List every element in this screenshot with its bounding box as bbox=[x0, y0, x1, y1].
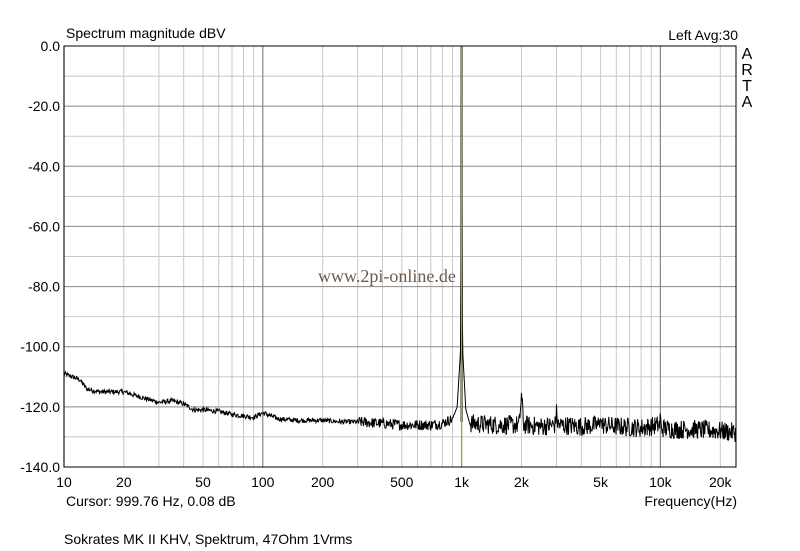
x-tick-labels: 10 20 50 100 200 500 1k 2k 5k 10k 20k bbox=[56, 474, 732, 490]
x-tick-label: 2k bbox=[514, 474, 530, 490]
x-tick-label: 200 bbox=[311, 474, 335, 490]
y-tick-label: -80.0 bbox=[28, 279, 60, 295]
grid-minor bbox=[64, 46, 736, 467]
x-tick-label: 10 bbox=[56, 474, 72, 490]
x-tick-label: 100 bbox=[251, 474, 275, 490]
x-tick-label: 20 bbox=[116, 474, 132, 490]
cursor-readout: Cursor: 999.76 Hz, 0.08 dB bbox=[66, 493, 236, 509]
y-tick-label: -20.0 bbox=[28, 98, 60, 114]
x-tick-label: 50 bbox=[195, 474, 211, 490]
chart-title: Spectrum magnitude dBV bbox=[66, 25, 226, 41]
arta-letter: A bbox=[741, 94, 753, 111]
y-tick-label: 0.0 bbox=[41, 38, 61, 54]
arta-letter: R bbox=[741, 62, 753, 79]
y-tick-label: -40.0 bbox=[28, 158, 60, 174]
y-tick-labels: 0.0 -20.0 -40.0 -60.0 -80.0 -100.0 -120.0 -140.… bbox=[20, 38, 60, 475]
x-tick-label: 1k bbox=[454, 474, 470, 490]
arta-letter: T bbox=[742, 78, 752, 95]
x-tick-label: 10k bbox=[649, 474, 673, 490]
arta-letter: A bbox=[741, 46, 753, 63]
arta-logo: A R T A bbox=[740, 47, 754, 111]
x-tick-label: 500 bbox=[390, 474, 414, 490]
x-tick-label: 5k bbox=[593, 474, 609, 490]
spectrum-line bbox=[63, 98, 737, 442]
plot-frame bbox=[63, 45, 737, 468]
y-tick-label: -140.0 bbox=[20, 459, 60, 475]
y-tick-label: -60.0 bbox=[28, 218, 60, 234]
watermark: www.2pi-online.de bbox=[318, 266, 456, 286]
x-tick-label: 20k bbox=[709, 474, 733, 490]
x-axis-label: Frequency(Hz) bbox=[644, 493, 737, 509]
y-tick-label: -100.0 bbox=[20, 339, 60, 355]
channel-info: Left Avg:30 bbox=[668, 27, 738, 43]
footer-caption: Sokrates MK II KHV, Spektrum, 47Ohm 1Vrm… bbox=[64, 531, 353, 547]
y-tick-label: -120.0 bbox=[20, 399, 60, 415]
spectrum-trace bbox=[63, 45, 737, 442]
